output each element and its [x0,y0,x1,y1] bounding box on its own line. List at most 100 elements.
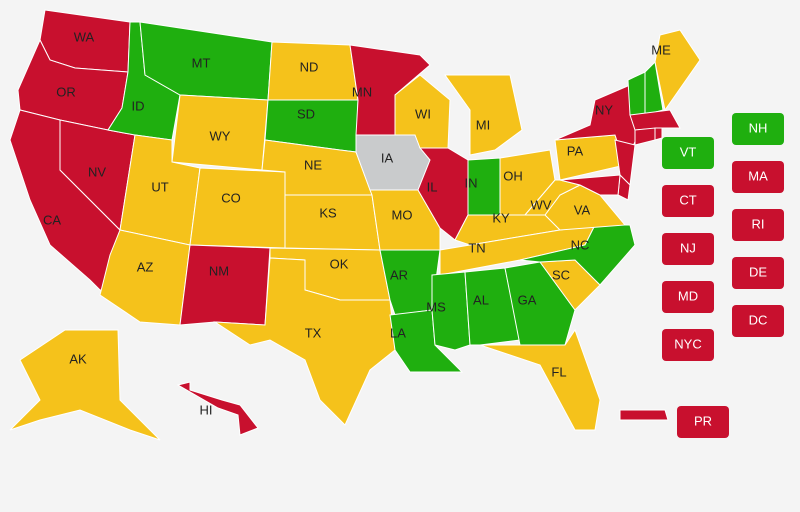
state-box: PR [677,406,729,438]
box-label: PR [694,413,712,428]
state-label: ID [132,98,145,113]
state-label: CO [221,190,241,205]
state-box: DE [732,257,784,289]
state: PA [554,134,626,181]
state: NC [519,224,636,286]
state-label: IA [381,150,394,165]
state: NE [261,139,373,196]
state-shape [9,329,161,441]
state-box: DC [732,305,784,337]
state-label: AL [473,292,489,307]
state-box: NH [732,113,784,145]
state-shape [559,174,621,196]
state: NM [179,244,271,326]
state-label: OR [56,84,76,99]
state-label: CA [43,212,61,227]
state-box: MD [662,281,714,313]
state-label: WV [531,197,552,212]
state: MI [444,74,523,156]
box-label: MA [748,168,768,183]
state-shape [634,127,656,146]
state-shape [627,71,646,116]
state-shape [179,244,271,326]
state-box: MA [732,161,784,193]
box [662,185,714,217]
state-shape [176,381,259,436]
state-label: MN [352,84,372,99]
state-shape [629,109,681,131]
box [677,406,729,438]
state-shape [444,74,523,156]
box [732,161,784,193]
state-label: TX [305,325,322,340]
state-label: OH [503,168,523,183]
state-shape [654,29,701,112]
state-label: AK [69,351,87,366]
state-label: TN [468,240,485,255]
state: MN [349,44,431,136]
box-label: CT [679,192,696,207]
state-label: NC [571,237,590,252]
state-label: SD [297,106,315,121]
box-label: DC [749,312,768,327]
state-shape [479,328,601,431]
state-shape [554,134,626,181]
state: ME [651,29,701,112]
state-label: IN [465,175,478,190]
box [662,137,714,169]
state: WI [394,74,451,149]
state-label: MT [192,55,211,70]
state-label: SC [552,267,570,282]
box [732,113,784,145]
box-label: MD [678,288,698,303]
box-label: NYC [674,336,701,351]
state-shape [644,60,664,116]
state-label: ME [651,42,671,57]
state-label: IL [427,179,438,194]
state-shape [189,167,286,249]
state-label: ND [300,59,319,74]
state: IN [465,157,501,216]
state-shape [519,224,636,286]
state: ND [267,41,359,101]
state-label: WY [210,128,231,143]
state: CO [189,167,286,249]
box [662,281,714,313]
box [662,329,714,361]
box [732,209,784,241]
state-label: VA [574,202,591,217]
state-label: FL [551,364,566,379]
box-label: DE [749,264,767,279]
state-label: KY [492,210,510,225]
state-label: WA [74,29,95,44]
state-box: CT [662,185,714,217]
state-shape [504,261,576,346]
state-label: PA [567,143,584,158]
state-shape [619,409,669,421]
state-box: VT [662,137,714,169]
state: VA [544,184,627,231]
state-label: HI [200,402,213,417]
box-label: VT [680,144,697,159]
state-label: MI [476,117,490,132]
box-label: RI [752,216,765,231]
box-label: NH [749,120,768,135]
state-shape [284,194,381,251]
state-label: NY [595,102,613,117]
state: HI [176,381,259,436]
state: GA [504,261,576,346]
state-label: MO [392,207,413,222]
state-label: KS [319,205,337,220]
box [732,305,784,337]
state-label: GA [518,292,537,307]
state-label: OK [330,256,349,271]
state: KS [284,194,381,251]
state: FL [479,328,601,431]
state-box: NYC [662,329,714,361]
state-label: AZ [137,259,154,274]
box [662,233,714,265]
state-shape [464,267,521,346]
state: WY [171,94,269,171]
state-shape [654,127,663,141]
